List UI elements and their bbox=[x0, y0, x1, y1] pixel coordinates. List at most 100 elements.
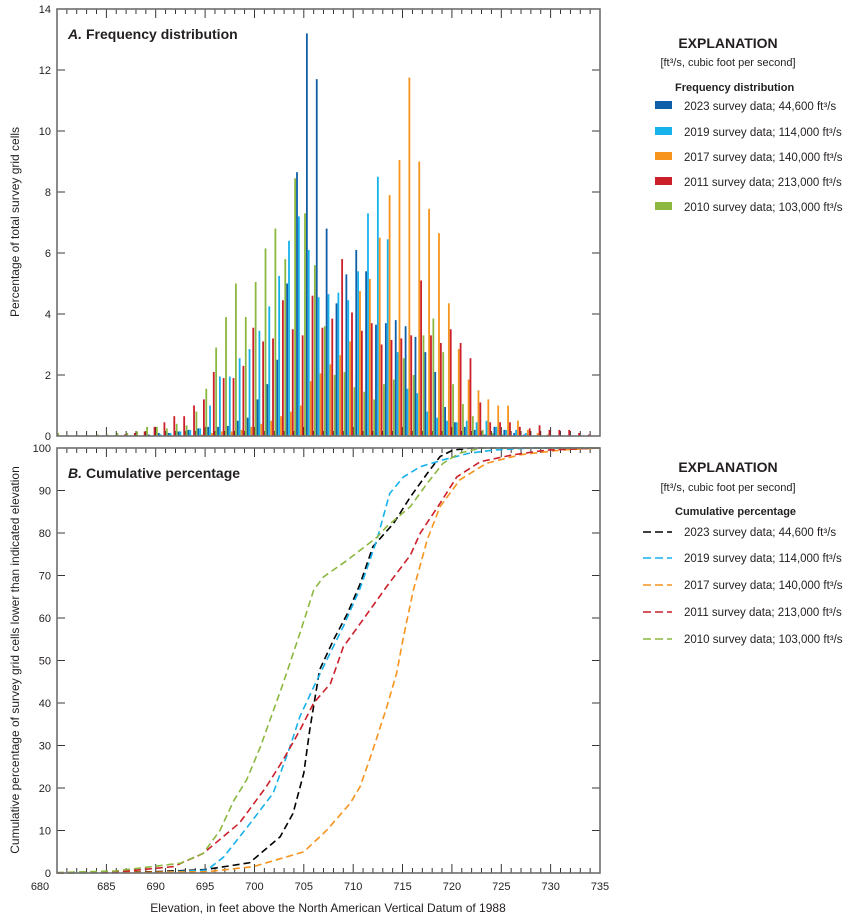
bar-2011 bbox=[331, 318, 334, 436]
y-tick-label: 10 bbox=[39, 126, 51, 138]
bar-2017 bbox=[359, 291, 361, 436]
legend-label-2019: 2019 survey data; 114,000 ft³/s bbox=[684, 553, 842, 565]
bar-2023 bbox=[404, 326, 407, 436]
panel-a-y-axis-title: Percentage of total survey grid cells bbox=[8, 127, 22, 317]
y-tick-label: 60 bbox=[39, 613, 51, 625]
bar-2011 bbox=[390, 339, 393, 436]
y-tick-label: 2 bbox=[45, 370, 51, 382]
bar-2010 bbox=[185, 425, 188, 436]
bar-2023 bbox=[256, 399, 259, 436]
bar-2019 bbox=[376, 176, 379, 436]
bar-2011 bbox=[420, 280, 423, 436]
x-tick-label: 730 bbox=[541, 881, 559, 893]
bar-2011 bbox=[489, 422, 492, 436]
bar-2019 bbox=[297, 216, 300, 436]
y-tick-label: 10 bbox=[39, 826, 51, 838]
bar-2017 bbox=[260, 423, 263, 436]
bar-2019 bbox=[189, 429, 192, 436]
x-tick-label: 685 bbox=[97, 881, 115, 893]
bar-2010 bbox=[156, 426, 158, 436]
bar-2017 bbox=[280, 416, 282, 436]
legend-a-heading: EXPLANATION bbox=[678, 35, 777, 51]
panel-b-y-axis-title: Cumulative percentage of survey grid cel… bbox=[8, 466, 22, 854]
bar-2017 bbox=[388, 195, 391, 436]
legend-b-heading: EXPLANATION bbox=[678, 459, 777, 475]
legend-b-group-title: Cumulative percentage bbox=[675, 506, 796, 518]
bar-2017 bbox=[270, 420, 273, 436]
bar-2019 bbox=[367, 213, 369, 436]
panel-a-title: A. Frequency distribution bbox=[67, 26, 238, 42]
bar-2017 bbox=[398, 159, 401, 436]
panel-b-cumulative-percentage: 0 10 20 30 40 50 60 70 80 90 100 680 685 690 695 700 705… bbox=[31, 443, 609, 893]
y-tick-label: 0 bbox=[45, 868, 51, 880]
bar-2010 bbox=[175, 423, 178, 436]
bar-2019 bbox=[179, 431, 182, 436]
legend-a-units-note: [ft³/s, cubic foot per second] bbox=[660, 57, 795, 69]
bar-2011 bbox=[242, 365, 245, 436]
bar-2011 bbox=[509, 422, 511, 436]
legend-label-2019: 2019 survey data; 114,000 ft³/s bbox=[684, 127, 842, 139]
x-tick-label: 690 bbox=[147, 881, 165, 893]
bar-2010 bbox=[392, 379, 395, 436]
bar-2010 bbox=[383, 384, 385, 436]
bar-2011 bbox=[272, 338, 274, 436]
bar-2010 bbox=[353, 387, 356, 436]
bar-2023 bbox=[276, 359, 279, 436]
legend-a-group-title: Frequency distribution bbox=[675, 82, 794, 94]
bar-2019 bbox=[515, 429, 517, 436]
bar-2010 bbox=[432, 318, 435, 436]
legend-swatch-2017 bbox=[655, 152, 672, 160]
line-2023 bbox=[56, 447, 600, 874]
bar-2019 bbox=[505, 429, 508, 436]
bar-2011 bbox=[163, 422, 166, 436]
bar-2011 bbox=[143, 431, 146, 436]
bar-2011 bbox=[578, 432, 580, 436]
y-tick-label: 90 bbox=[39, 486, 51, 498]
bar-2017 bbox=[368, 278, 371, 436]
bar-2023 bbox=[187, 429, 190, 436]
legend-swatch-2023 bbox=[655, 101, 672, 109]
bar-2010 bbox=[481, 429, 484, 436]
bar-2017 bbox=[339, 355, 342, 436]
legend-label-2017: 2017 survey data; 140,000 ft³/s bbox=[684, 152, 843, 164]
bar-2023 bbox=[414, 336, 417, 436]
bar-2010 bbox=[234, 283, 237, 436]
bar-2011 bbox=[499, 422, 501, 436]
bar-2023 bbox=[266, 384, 269, 436]
bar-2010 bbox=[452, 384, 454, 436]
bar-2023 bbox=[434, 371, 437, 436]
bar-2011 bbox=[222, 378, 225, 436]
legend-b-items: 2023 survey data; 44,600 ft³/s 2019 surve… bbox=[643, 527, 843, 646]
panel-b-title-text: Cumulative percentage bbox=[86, 465, 240, 481]
legend-frequency: EXPLANATION [ft³/s, cubic foot per secon… bbox=[655, 35, 843, 214]
panel-a-letter: A. bbox=[67, 26, 82, 42]
bar-2011 bbox=[183, 416, 186, 436]
bar-2011 bbox=[153, 426, 156, 436]
line-2010 bbox=[56, 447, 600, 874]
y-tick-label: 70 bbox=[39, 571, 51, 583]
bar-2019 bbox=[248, 349, 251, 436]
bar-2017 bbox=[497, 405, 500, 436]
panel-b-letter: B. bbox=[68, 465, 82, 481]
x-tick-label: 715 bbox=[393, 881, 411, 893]
bar-2017 bbox=[418, 161, 421, 436]
bar-2011 bbox=[370, 323, 373, 436]
bar-2010 bbox=[215, 347, 218, 436]
x-tick-label: 725 bbox=[492, 881, 510, 893]
bar-2010 bbox=[402, 358, 405, 436]
y-tick-label: 8 bbox=[45, 187, 51, 199]
bar-2011 bbox=[252, 327, 255, 436]
plot-frame-a bbox=[56, 8, 601, 437]
x-tick-label: 695 bbox=[196, 881, 214, 893]
bar-2019 bbox=[495, 426, 498, 436]
x-tick-label: 680 bbox=[31, 881, 49, 893]
bar-2010 bbox=[363, 391, 366, 436]
bar-2011 bbox=[518, 426, 521, 436]
bar-2017 bbox=[309, 381, 312, 436]
bar-2011 bbox=[232, 378, 235, 436]
x-tick-label: 720 bbox=[443, 881, 461, 893]
line-2011 bbox=[56, 447, 601, 874]
bar-2011 bbox=[568, 429, 571, 436]
bar-2011 bbox=[360, 330, 363, 436]
